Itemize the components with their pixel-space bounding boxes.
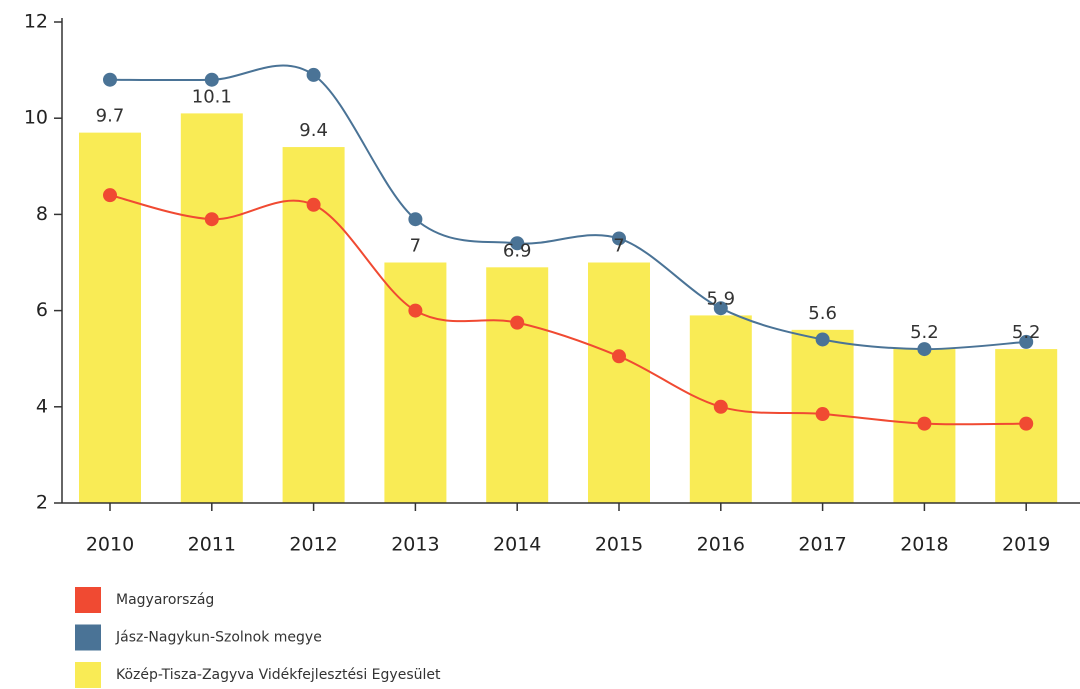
y-tick-label: 10 <box>24 107 48 129</box>
lines <box>103 64 1034 431</box>
data-label: 5.9 <box>706 288 735 309</box>
line-marker <box>713 399 728 414</box>
line-marker <box>408 212 423 227</box>
x-tick-label: 2016 <box>697 534 745 556</box>
x-tick-label: 2019 <box>1002 534 1050 556</box>
x-tick-label: 2017 <box>798 534 846 556</box>
y-tick-label: 4 <box>36 395 48 417</box>
line-marker <box>917 416 932 431</box>
labels: 9.7 10.1 9.4 7 6.9 7 5.9 5.6 5.2 5.2 <box>96 86 1041 343</box>
line-marker <box>204 72 219 87</box>
x-tick-label: 2013 <box>391 534 439 556</box>
line-marker <box>510 236 525 251</box>
bar <box>486 267 549 503</box>
line-marker <box>103 72 117 87</box>
x-tick-label: 2015 <box>595 534 643 556</box>
x-tick-label: 2011 <box>188 534 236 556</box>
line-marker <box>306 67 321 82</box>
data-label: 5.2 <box>910 322 939 343</box>
legend-label: Jász-Nagykun-Szolnok megye <box>115 630 322 646</box>
legend-swatch <box>75 662 101 688</box>
line-marker <box>1019 416 1034 431</box>
data-label: 9.7 <box>96 106 125 127</box>
y-tick-label: 2 <box>36 492 48 514</box>
y-tick-label: 6 <box>36 299 48 321</box>
line-marker <box>408 303 423 318</box>
line-marker <box>612 349 626 364</box>
data-label: 5.2 <box>1012 322 1041 343</box>
legend-swatch <box>75 587 101 613</box>
legend-label: Magyarország <box>116 592 214 608</box>
data-label: 7 <box>410 236 421 257</box>
data-label: 9.4 <box>299 120 328 141</box>
y-tick-label: 12 <box>24 11 48 33</box>
data-label: 6.9 <box>503 240 532 261</box>
bar <box>588 262 650 503</box>
line-marker <box>815 332 830 347</box>
line-marker <box>917 342 932 357</box>
line-marker <box>815 407 830 422</box>
line-marker <box>1019 334 1034 349</box>
x-tick-label: 2018 <box>900 534 948 556</box>
line-marker <box>510 315 525 330</box>
x-tick-label: 2010 <box>86 534 134 556</box>
line <box>109 194 1027 426</box>
data-label: 5.6 <box>808 303 837 324</box>
line-marker <box>103 188 117 203</box>
data-label: 10.1 <box>192 86 232 107</box>
line-marker <box>713 301 728 316</box>
line-marker <box>306 197 321 212</box>
x-tick-label: 2012 <box>289 534 337 556</box>
bar <box>384 262 447 503</box>
y-tick-label: 8 <box>36 203 48 225</box>
legend-swatch <box>75 624 101 651</box>
bars <box>79 113 1058 503</box>
data-label: 7 <box>613 236 624 257</box>
bar <box>180 113 243 503</box>
x-tick-label: 2014 <box>493 534 541 556</box>
legend-label: Közép-Tisza-Zagyva Vidékfejlesztési Egye… <box>116 667 441 683</box>
line <box>109 64 1027 351</box>
line-marker <box>612 231 626 246</box>
line-marker <box>204 212 219 227</box>
